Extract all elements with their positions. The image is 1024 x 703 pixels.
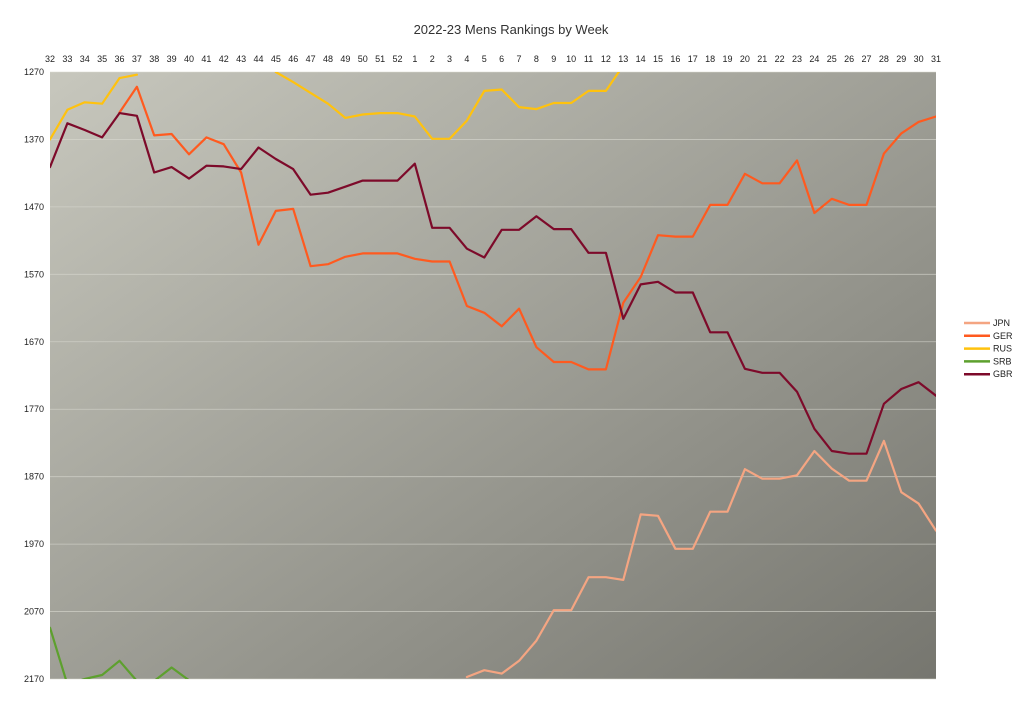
x-tick-label: 18 [705,54,715,64]
x-tick-label: 29 [896,54,906,64]
legend-label-gbr: GBR [993,369,1013,379]
y-tick-label: 1370 [24,134,44,144]
x-tick-label: 27 [862,54,872,64]
x-tick-label: 17 [688,54,698,64]
x-tick-label: 20 [740,54,750,64]
x-tick-label: 25 [827,54,837,64]
grid-lines [50,71,936,680]
x-tick-label: 50 [358,54,368,64]
legend: JPN GER RUS SRB GBR [964,318,1013,379]
x-tick-label: 7 [517,54,522,64]
y-axis-ticks: 1270 1370 1470 1570 1670 1770 1870 1970 2070 2170 [24,67,44,684]
y-tick-label: 1470 [24,202,44,212]
legend-label-ger: GER [993,331,1013,341]
x-tick-label: 35 [97,54,107,64]
x-tick-label: 42 [219,54,229,64]
x-tick-label: 32 [45,54,55,64]
x-tick-label: 34 [80,54,90,64]
legend-label-jpn: JPN [993,318,1010,328]
x-axis-ticks: 32 33 34 35 36 37 38 39 40 41 42 43 44 45 46 47 48 49 50 51… [45,54,941,64]
plot-area [50,72,936,679]
x-tick-label: 48 [323,54,333,64]
chart-title: 2022-23 Mens Rankings by Week [414,22,609,37]
x-tick-label: 16 [670,54,680,64]
y-tick-label: 1870 [24,472,44,482]
x-tick-label: 28 [879,54,889,64]
x-tick-label: 39 [167,54,177,64]
x-tick-label: 14 [636,54,646,64]
series-line-srb [50,626,190,679]
series-line-jpn [465,439,936,679]
x-tick-label: 26 [844,54,854,64]
series-line-gbr [50,111,936,455]
x-tick-label: 51 [375,54,385,64]
x-tick-label: 23 [792,54,802,64]
x-tick-label: 13 [618,54,628,64]
y-tick-label: 1670 [24,337,44,347]
x-tick-label: 40 [184,54,194,64]
x-tick-label: 5 [482,54,487,64]
y-tick-label: 1270 [24,67,44,77]
x-tick-label: 38 [149,54,159,64]
x-tick-label: 44 [253,54,263,64]
x-tick-label: 43 [236,54,246,64]
y-tick-label: 1770 [24,404,44,414]
x-tick-label: 36 [114,54,124,64]
x-tick-label: 3 [447,54,452,64]
y-tick-label: 2170 [24,674,44,684]
y-tick-label: 1970 [24,539,44,549]
series-line-rus [274,72,621,140]
x-tick-label: 8 [534,54,539,64]
x-tick-label: 2 [430,54,435,64]
x-tick-label: 47 [306,54,316,64]
x-tick-label: 15 [653,54,663,64]
x-tick-label: 22 [775,54,785,64]
x-tick-label: 4 [464,54,469,64]
x-tick-label: 46 [288,54,298,64]
y-tick-label: 2070 [24,607,44,617]
x-tick-label: 31 [931,54,941,64]
series-line-ger [118,85,936,371]
x-tick-label: 6 [499,54,504,64]
x-tick-label: 9 [551,54,556,64]
x-tick-label: 1 [412,54,417,64]
x-tick-label: 11 [584,54,593,64]
x-tick-label: 10 [566,54,576,64]
x-tick-label: 21 [757,54,767,64]
x-tick-label: 41 [201,54,211,64]
x-tick-label: 49 [340,54,350,64]
x-tick-label: 12 [601,54,611,64]
x-tick-label: 30 [914,54,924,64]
legend-label-rus: RUS [993,344,1012,354]
x-tick-label: 52 [392,54,402,64]
y-tick-label: 1570 [24,269,44,279]
x-tick-label: 33 [62,54,72,64]
x-tick-label: 24 [809,54,819,64]
x-tick-label: 19 [723,54,733,64]
series-lines [50,72,936,679]
legend-label-srb: SRB [993,356,1012,366]
x-tick-label: 45 [271,54,281,64]
series-line-rus [50,73,138,141]
x-tick-label: 37 [132,54,142,64]
